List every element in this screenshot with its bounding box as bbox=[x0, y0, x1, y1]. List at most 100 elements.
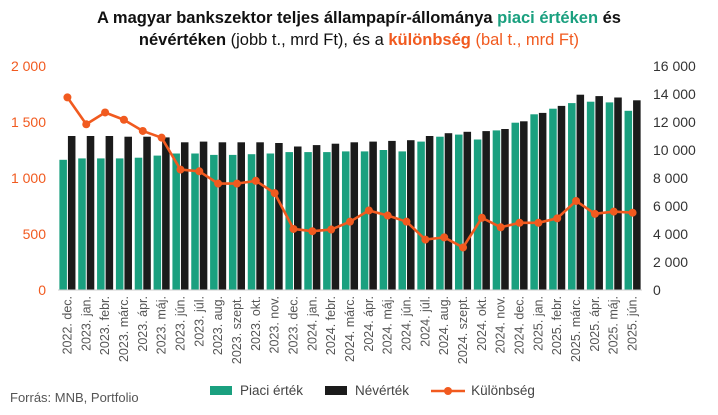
point-kulonbseg bbox=[628, 208, 637, 217]
bar-nevertek bbox=[557, 105, 566, 291]
y-right-tick-label: 8 000 bbox=[653, 170, 688, 186]
bar-piaci-ertek bbox=[549, 108, 557, 290]
bar-nevertek bbox=[614, 97, 622, 290]
bar-nevertek bbox=[237, 142, 246, 290]
point-kulonbseg bbox=[138, 126, 147, 135]
point-kulonbseg bbox=[157, 133, 166, 142]
bar-piaci-ertek bbox=[530, 114, 538, 290]
title-part: (jobb t., mrd Ft), és a bbox=[226, 31, 389, 49]
point-kulonbseg bbox=[440, 233, 449, 242]
x-tick-label: 2023. aug. bbox=[211, 296, 225, 355]
bar-piaci-ertek bbox=[134, 157, 143, 290]
point-kulonbseg bbox=[477, 213, 486, 222]
x-tick-label: 2024. jan. bbox=[305, 296, 319, 351]
y-right-tick-label: 4 000 bbox=[653, 226, 688, 242]
bar-piaci-ertek bbox=[586, 101, 595, 290]
bar-nevertek bbox=[293, 146, 302, 290]
bar-nevertek bbox=[444, 133, 453, 290]
x-tick-label: 2022. dec. bbox=[60, 296, 74, 354]
bar-nevertek bbox=[520, 121, 528, 290]
legend-swatch-piaci bbox=[210, 386, 232, 395]
bar-nevertek bbox=[143, 136, 151, 290]
bar-nevertek bbox=[538, 112, 547, 291]
bar-nevertek bbox=[180, 142, 189, 290]
x-tick-label: 2023. ápr. bbox=[136, 296, 150, 352]
y-left-tick-label: 1 000 bbox=[11, 170, 46, 186]
bar-nevertek bbox=[463, 131, 472, 290]
bar-nevertek bbox=[67, 136, 76, 290]
bar-nevertek bbox=[482, 131, 490, 290]
bar-piaci-ertek bbox=[228, 154, 237, 290]
bar-nevertek bbox=[162, 137, 170, 290]
bar-nevertek bbox=[369, 141, 377, 290]
y-right-tick-label: 12 000 bbox=[653, 114, 696, 130]
bar-nevertek bbox=[275, 143, 283, 290]
bar-piaci-ertek bbox=[304, 152, 312, 290]
point-kulonbseg bbox=[195, 167, 204, 176]
bar-piaci-ertek bbox=[115, 158, 124, 290]
bar-piaci-ertek bbox=[247, 154, 256, 290]
x-tick-label: 2023. febr. bbox=[98, 296, 112, 355]
x-tick-label: 2023. máj. bbox=[155, 296, 169, 354]
point-kulonbseg bbox=[609, 207, 618, 216]
x-tick-label: 2025. jún. bbox=[626, 296, 640, 351]
point-kulonbseg bbox=[553, 214, 562, 223]
x-tick-label: 2024. júl. bbox=[418, 296, 432, 347]
bar-piaci-ertek bbox=[624, 110, 633, 290]
x-tick-label: 2023. szept. bbox=[230, 296, 244, 364]
point-kulonbseg bbox=[289, 224, 298, 233]
bar-nevertek bbox=[105, 136, 114, 290]
bar-nevertek bbox=[350, 142, 359, 290]
bar-piaci-ertek bbox=[360, 151, 369, 290]
y-left-tick-label: 2 000 bbox=[11, 58, 46, 74]
bar-piaci-ertek bbox=[436, 136, 444, 290]
point-kulonbseg bbox=[63, 93, 72, 102]
bar-piaci-ertek bbox=[59, 159, 67, 290]
legend-item-nevertek: Névérték bbox=[325, 383, 409, 398]
point-kulonbseg bbox=[572, 196, 581, 205]
legend-label-kulonbseg: Különbség bbox=[471, 383, 535, 398]
bar-piaci-ertek bbox=[78, 158, 86, 290]
legend-item-piaci: Piaci érték bbox=[210, 383, 303, 398]
point-kulonbseg bbox=[308, 227, 317, 236]
y-right-tick-label: 6 000 bbox=[653, 198, 688, 214]
bar-nevertek bbox=[331, 143, 340, 290]
legend-swatch-kulonbseg bbox=[431, 386, 466, 395]
x-tick-label: 2024. ápr. bbox=[362, 296, 376, 352]
title-part: (bal t., mrd Ft) bbox=[470, 31, 580, 49]
bar-nevertek bbox=[312, 145, 321, 290]
bar-piaci-ertek bbox=[323, 152, 331, 290]
x-tick-label: 2025. máj. bbox=[607, 296, 621, 354]
bar-piaci-ertek bbox=[266, 153, 275, 290]
title-part: A magyar bankszektor teljes állampapír-á… bbox=[97, 9, 498, 27]
x-tick-label: 2023. dec. bbox=[286, 296, 300, 354]
x-tick-label: 2023. nov. bbox=[268, 296, 282, 353]
point-kulonbseg bbox=[515, 218, 524, 227]
title-piaci: piaci értéken bbox=[497, 9, 599, 27]
x-tick-label: 2025. márc. bbox=[569, 296, 583, 362]
bar-piaci-ertek bbox=[417, 141, 425, 290]
bar-nevertek bbox=[218, 142, 227, 290]
x-tick-label: 2024. márc. bbox=[343, 296, 357, 362]
x-tick-label: 2023. okt. bbox=[249, 296, 263, 351]
point-kulonbseg bbox=[590, 209, 599, 218]
title-nevertek: névértéken bbox=[138, 31, 227, 49]
bar-nevertek bbox=[633, 100, 641, 290]
title-part: és bbox=[598, 9, 621, 27]
bar-piaci-ertek bbox=[511, 122, 520, 290]
bar-nevertek bbox=[407, 140, 415, 290]
y-right-tick-label: 14 000 bbox=[653, 86, 696, 102]
bar-nevertek bbox=[86, 136, 95, 290]
x-tick-label: 2025. jan. bbox=[531, 296, 545, 351]
bar-nevertek bbox=[199, 141, 208, 290]
bar-nevertek bbox=[425, 136, 434, 290]
y-right-tick-label: 2 000 bbox=[653, 254, 688, 270]
x-tick-label: 2024. dec. bbox=[513, 296, 527, 354]
x-tick-label: 2024. okt. bbox=[475, 296, 489, 351]
bar-piaci-ertek bbox=[605, 102, 614, 291]
bar-piaci-ertek bbox=[210, 154, 218, 290]
bar-nevertek bbox=[388, 140, 396, 290]
point-kulonbseg bbox=[534, 218, 543, 227]
x-tick-label: 2024. aug. bbox=[437, 296, 451, 355]
point-kulonbseg bbox=[459, 243, 468, 252]
